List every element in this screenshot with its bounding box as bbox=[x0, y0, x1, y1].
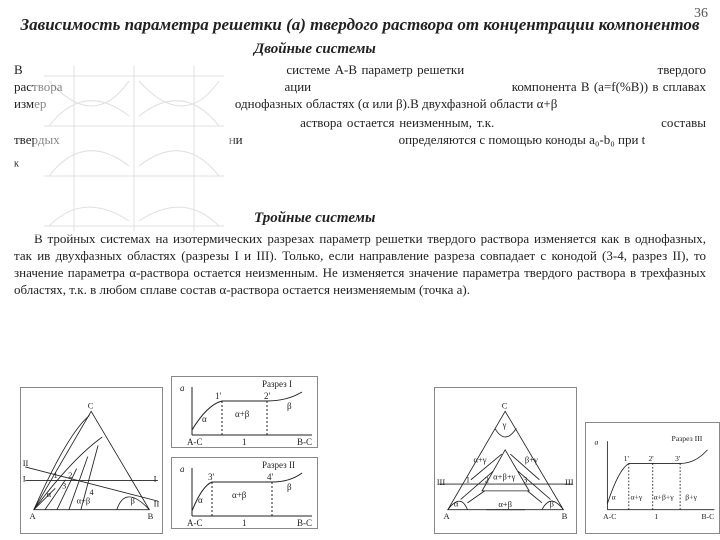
svg-text:I: I bbox=[23, 473, 26, 483]
svg-text:α: α bbox=[612, 492, 616, 501]
svg-text:1: 1 bbox=[466, 474, 470, 484]
svg-text:B-C: B-C bbox=[702, 512, 715, 521]
section-ternary-heading: Тройные системы bbox=[254, 210, 706, 227]
fig-cut-1: Разрез I a A-C 1 B-C α α+β β 1' 2' bbox=[171, 376, 318, 448]
svg-text:Разрез II: Разрез II bbox=[262, 460, 295, 470]
svg-text:C: C bbox=[502, 401, 508, 411]
fig-cut-2: Разрез II a A-C 1 B-C α α+β β 3' 4' bbox=[171, 457, 318, 529]
svg-text:3: 3 bbox=[62, 480, 66, 490]
fig-triangle-1: A B C α α+β β I I II II 1 2 3 4 bbox=[20, 387, 163, 534]
svg-text:4: 4 bbox=[89, 487, 94, 497]
svg-text:β: β bbox=[287, 401, 292, 411]
svg-text:1: 1 bbox=[242, 518, 247, 528]
svg-text:III: III bbox=[437, 477, 446, 487]
slide-number-top: 36 bbox=[694, 6, 708, 22]
svg-text:A-C: A-C bbox=[187, 437, 203, 447]
svg-text:α+β: α+β bbox=[235, 409, 250, 419]
fig-cut-3: Разрез III a A-C 1 B-C α α+γ α+β+γ β+γ 1… bbox=[585, 422, 720, 534]
svg-text:a: a bbox=[180, 383, 185, 393]
svg-text:γ: γ bbox=[502, 420, 507, 430]
svg-text:Разрез III: Разрез III bbox=[672, 434, 703, 443]
svg-text:α+β: α+β bbox=[77, 496, 91, 506]
svg-text:A: A bbox=[444, 511, 451, 521]
svg-text:3: 3 bbox=[523, 474, 527, 484]
svg-text:3': 3' bbox=[675, 454, 681, 463]
svg-text:A-C: A-C bbox=[603, 512, 616, 521]
svg-text:4': 4' bbox=[267, 472, 274, 482]
svg-text:1: 1 bbox=[655, 512, 659, 521]
svg-text:a: a bbox=[595, 438, 599, 447]
svg-text:I: I bbox=[154, 473, 157, 483]
svg-text:B: B bbox=[562, 511, 568, 521]
svg-text:2': 2' bbox=[264, 391, 271, 401]
svg-text:α: α bbox=[202, 414, 207, 424]
svg-text:1: 1 bbox=[54, 470, 58, 480]
svg-text:α: α bbox=[198, 495, 203, 505]
svg-text:II: II bbox=[23, 458, 29, 468]
svg-text:Разрез I: Разрез I bbox=[262, 379, 292, 389]
svg-text:2: 2 bbox=[68, 470, 72, 480]
faded-overlay-diagram bbox=[34, 56, 234, 236]
svg-text:A-C: A-C bbox=[187, 518, 203, 528]
svg-text:β+γ: β+γ bbox=[686, 492, 698, 501]
ternary-text: В тройных системах на изотермических раз… bbox=[14, 231, 706, 299]
svg-text:α: α bbox=[47, 489, 52, 499]
svg-text:1: 1 bbox=[242, 437, 247, 447]
svg-text:α+β+γ: α+β+γ bbox=[654, 492, 675, 501]
svg-text:III: III bbox=[565, 477, 574, 487]
svg-text:α+β+γ: α+β+γ bbox=[493, 472, 515, 482]
svg-text:1': 1' bbox=[215, 391, 222, 401]
svg-text:3': 3' bbox=[208, 472, 215, 482]
svg-text:A: A bbox=[30, 511, 37, 521]
svg-text:α+β: α+β bbox=[499, 499, 513, 509]
svg-text:α+γ: α+γ bbox=[631, 492, 643, 501]
svg-text:1': 1' bbox=[624, 454, 630, 463]
svg-text:B-C: B-C bbox=[297, 518, 312, 528]
page-title: Зависимость параметра решетки (а) твердо… bbox=[14, 14, 706, 35]
svg-text:II: II bbox=[154, 498, 160, 508]
fig-triangle-2: A B C α β γ α+β+γ α+β α+γ β+γ III III 1 … bbox=[434, 387, 577, 534]
section-binary-heading: Двойные системы bbox=[254, 41, 706, 58]
svg-text:B: B bbox=[148, 511, 154, 521]
svg-text:β: β bbox=[131, 496, 135, 506]
fig-cuts-left: Разрез I a A-C 1 B-C α α+β β 1' 2' bbox=[171, 376, 426, 534]
svg-text:B-C: B-C bbox=[297, 437, 312, 447]
svg-text:C: C bbox=[88, 401, 94, 411]
figure-row: A B C α α+β β I I II II 1 2 3 4 bbox=[20, 376, 720, 534]
svg-text:β+γ: β+γ bbox=[525, 455, 538, 465]
svg-text:α+β: α+β bbox=[232, 490, 247, 500]
svg-text:α+γ: α+γ bbox=[474, 455, 487, 465]
svg-text:β: β bbox=[287, 482, 292, 492]
svg-text:2: 2 bbox=[485, 474, 489, 484]
svg-text:a: a bbox=[180, 464, 185, 474]
svg-text:α: α bbox=[454, 498, 459, 508]
svg-text:β: β bbox=[550, 498, 554, 508]
svg-text:2': 2' bbox=[649, 454, 655, 463]
